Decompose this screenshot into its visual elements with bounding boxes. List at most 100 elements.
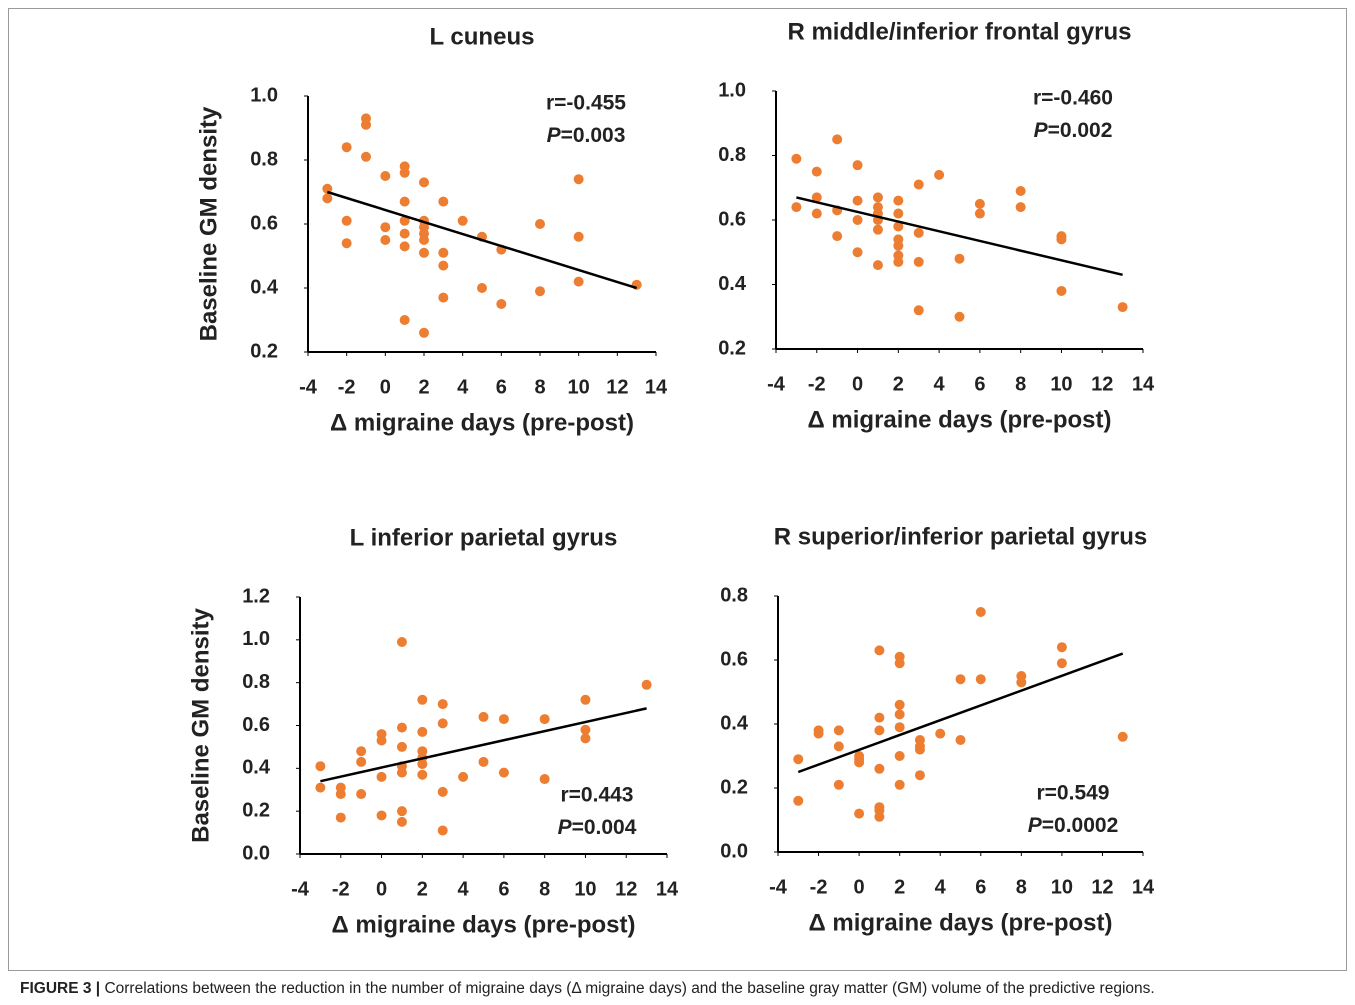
point xyxy=(437,825,448,836)
point xyxy=(580,724,591,735)
point xyxy=(832,134,843,145)
p-symbol: P xyxy=(1034,119,1049,142)
point xyxy=(396,636,407,647)
point xyxy=(399,315,410,325)
point xyxy=(874,725,885,736)
x-tick-label: -4 xyxy=(291,878,310,900)
point xyxy=(322,193,333,204)
point xyxy=(437,699,448,710)
point xyxy=(399,228,410,239)
point xyxy=(954,253,965,264)
point xyxy=(975,674,986,685)
point xyxy=(399,215,410,226)
r-annotation: r=-0.460 xyxy=(1033,87,1113,110)
point xyxy=(893,240,904,251)
y-tick-label: 0.6 xyxy=(720,648,748,670)
point xyxy=(376,810,387,821)
point xyxy=(913,179,924,190)
point xyxy=(894,722,905,733)
point xyxy=(315,761,326,772)
x-tick-label: 14 xyxy=(1132,373,1155,395)
y-axis-label: Baseline GM density xyxy=(187,607,214,842)
p-symbol: P xyxy=(1028,814,1043,837)
point xyxy=(315,782,326,793)
r-annotation: r=0.549 xyxy=(1037,782,1110,805)
point xyxy=(335,812,346,823)
x-tick-label: 8 xyxy=(539,878,550,900)
y-tick-label: 0.2 xyxy=(250,340,278,362)
y-tick-label: 0.6 xyxy=(718,208,746,230)
point xyxy=(894,779,905,790)
x-tick-label: 12 xyxy=(615,878,637,900)
point xyxy=(477,283,487,293)
point xyxy=(1056,658,1067,669)
point xyxy=(380,222,391,233)
point xyxy=(854,808,865,819)
point xyxy=(396,816,407,827)
point xyxy=(380,235,391,245)
x-tick-label: -2 xyxy=(338,376,356,398)
y-tick-label: 0.8 xyxy=(250,148,278,170)
point xyxy=(437,718,448,729)
x-tick-label: 2 xyxy=(417,878,428,900)
point xyxy=(641,679,652,690)
chart-title: L inferior parietal gyrus xyxy=(350,524,618,551)
point xyxy=(893,195,904,206)
point xyxy=(458,771,469,782)
point xyxy=(872,260,883,271)
point xyxy=(955,674,966,685)
point xyxy=(874,645,885,656)
x-axis-label: Δ migraine days (pre-post) xyxy=(809,909,1113,936)
y-tick-label: 0.6 xyxy=(242,714,270,736)
point xyxy=(580,733,591,744)
x-tick-label: 8 xyxy=(534,376,545,398)
point xyxy=(913,256,924,267)
point xyxy=(913,227,924,238)
x-axis-label: Δ migraine days (pre-post) xyxy=(330,409,634,436)
point xyxy=(893,221,904,232)
point xyxy=(419,247,429,258)
point xyxy=(893,208,904,219)
caption: FIGURE 3 | Correlations between the redu… xyxy=(20,980,1155,997)
point xyxy=(934,169,945,180)
point xyxy=(498,767,509,778)
point xyxy=(535,219,545,229)
x-tick-label: 4 xyxy=(935,876,947,898)
y-tick-label: 0.0 xyxy=(242,842,270,864)
caption-label: FIGURE 3 | xyxy=(20,980,100,997)
y-tick-label: 0.8 xyxy=(720,584,748,606)
point xyxy=(793,754,804,765)
point xyxy=(811,166,822,177)
trend-line xyxy=(797,652,1124,774)
x-tick-label: 6 xyxy=(496,376,507,398)
p-value: =0.003 xyxy=(561,124,626,147)
point xyxy=(935,728,946,739)
point xyxy=(893,256,904,267)
point xyxy=(498,714,509,725)
x-tick-label: 2 xyxy=(418,376,429,398)
caption-text: Correlations between the reduction in th… xyxy=(104,980,1154,997)
x-tick-label: 12 xyxy=(1091,373,1113,395)
point xyxy=(894,709,905,720)
point xyxy=(1117,731,1128,742)
y-tick-label: 0.8 xyxy=(242,671,270,693)
point xyxy=(954,311,965,322)
point xyxy=(417,769,428,780)
p-annotation: P=0.0002 xyxy=(1028,814,1119,837)
point xyxy=(573,276,584,287)
point xyxy=(539,714,550,725)
x-tick-label: 0 xyxy=(852,373,863,395)
y-tick-label: 0.6 xyxy=(250,212,278,234)
point xyxy=(914,744,925,755)
point xyxy=(631,279,642,290)
x-tick-label: 6 xyxy=(975,876,986,898)
point xyxy=(322,183,333,194)
p-value: =0.004 xyxy=(572,816,637,839)
x-tick-label: 10 xyxy=(568,376,590,398)
y-tick-label: 0.4 xyxy=(250,276,279,298)
point xyxy=(438,247,449,258)
point xyxy=(793,795,804,806)
point xyxy=(874,763,885,774)
point xyxy=(573,174,584,185)
point xyxy=(376,771,387,782)
